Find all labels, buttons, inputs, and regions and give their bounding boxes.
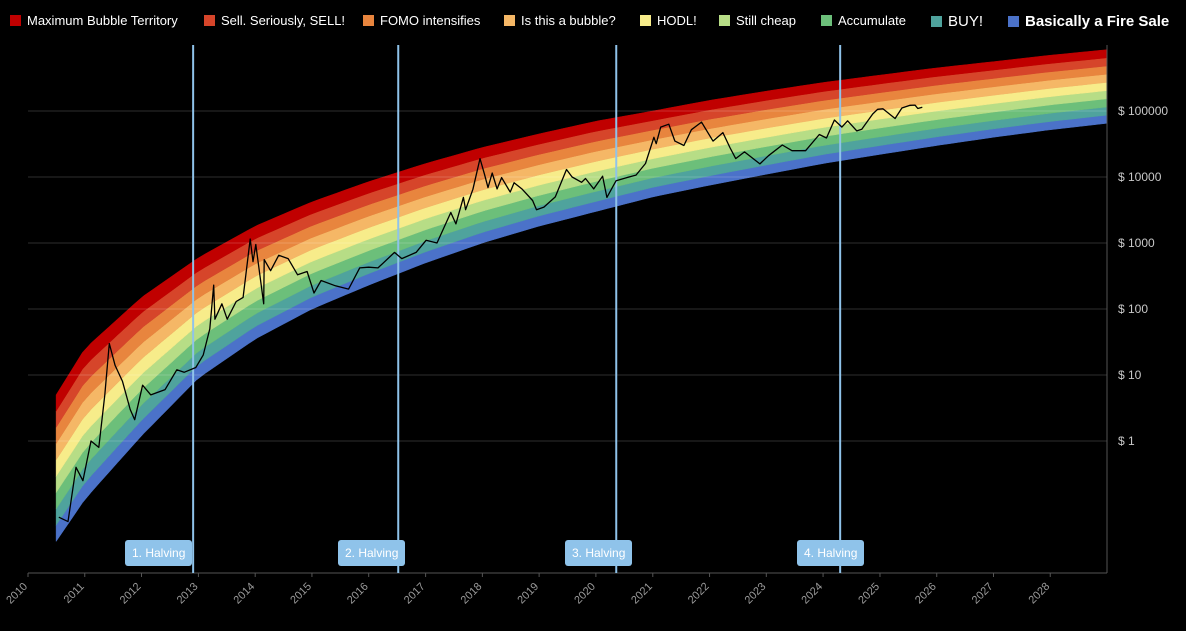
x-tick-label: 2023 [743, 581, 769, 607]
legend-item-sell-seriously[interactable]: Sell. Seriously, SELL! [204, 13, 345, 28]
legend-item-accumulate[interactable]: Accumulate [821, 13, 906, 28]
x-tick-label: 2014 [232, 581, 258, 607]
x-tick-label: 2018 [459, 581, 485, 607]
legend-item-is-this-a-bubble[interactable]: Is this a bubble? [504, 13, 616, 28]
legend-item-hodl[interactable]: HODL! [640, 13, 697, 28]
legend-label: BUY! [948, 13, 984, 30]
x-tick-label: 2011 [62, 581, 87, 606]
x-tick-label: 2027 [970, 581, 996, 607]
legend-label: Basically a Fire Sale [1025, 13, 1170, 30]
halving-badge-3: 3. Halving [565, 540, 633, 566]
legend-swatch-icon [821, 15, 832, 26]
legend-swatch-icon [204, 15, 215, 26]
x-tick-label: 2020 [572, 581, 598, 607]
price-series-line [58, 104, 923, 523]
legend-item-buy[interactable]: BUY! [931, 13, 983, 30]
x-tick-label: 2012 [118, 581, 144, 607]
legend-item-still-cheap[interactable]: Still cheap [719, 13, 796, 28]
halving-badge-2: 2. Halving [338, 540, 406, 566]
legend-swatch-icon [640, 15, 651, 26]
y-tick-label: $ 1000 [1118, 236, 1155, 250]
legend-swatch-icon [931, 16, 942, 27]
x-tick-label: 2026 [913, 581, 939, 607]
x-tick-label: 2022 [686, 581, 712, 607]
y-tick-label: $ 1 [1118, 434, 1135, 448]
x-tick-label: 2024 [799, 581, 825, 607]
y-tick-label: $ 100000 [1118, 104, 1168, 118]
legend-label: HODL! [657, 13, 697, 28]
x-tick-label: 2016 [345, 581, 371, 607]
legend-swatch-icon [1008, 16, 1019, 27]
x-tick-label: 2017 [402, 581, 428, 607]
legend-label: FOMO intensifies [380, 13, 481, 28]
x-tick-label: 2019 [515, 581, 541, 607]
legend-label: Is this a bubble? [521, 13, 616, 28]
legend-swatch-icon [363, 15, 374, 26]
legend-swatch-icon [504, 15, 515, 26]
halving-badge-4: 4. Halving [797, 540, 865, 566]
legend-item-fomo-intensifies[interactable]: FOMO intensifies [363, 13, 480, 28]
x-tick-label: 2025 [856, 581, 882, 607]
legend-label: Accumulate [838, 13, 906, 28]
legend-label: Still cheap [736, 13, 796, 28]
legend-item-maximum-bubble-territory[interactable]: Maximum Bubble Territory [10, 13, 178, 28]
y-tick-label: $ 10000 [1118, 170, 1162, 184]
x-tick-label: 2028 [1027, 581, 1053, 607]
legend: Maximum Bubble Territory Sell. Seriously… [0, 0, 1186, 44]
x-tick-label: 2010 [4, 581, 30, 607]
x-tick-label: 2021 [629, 581, 655, 607]
legend-item-basically-a-fire-sale[interactable]: Basically a Fire Sale [1008, 13, 1169, 30]
legend-swatch-icon [10, 15, 21, 26]
y-tick-label: $ 100 [1118, 302, 1148, 316]
legend-label: Maximum Bubble Territory [27, 13, 178, 28]
legend-swatch-icon [719, 15, 730, 26]
x-tick-label: 2015 [288, 581, 314, 607]
legend-label: Sell. Seriously, SELL! [221, 13, 346, 28]
x-tick-label: 2013 [175, 581, 201, 607]
halving-badge-1: 1. Halving [125, 540, 193, 566]
y-tick-label: $ 10 [1118, 368, 1142, 382]
